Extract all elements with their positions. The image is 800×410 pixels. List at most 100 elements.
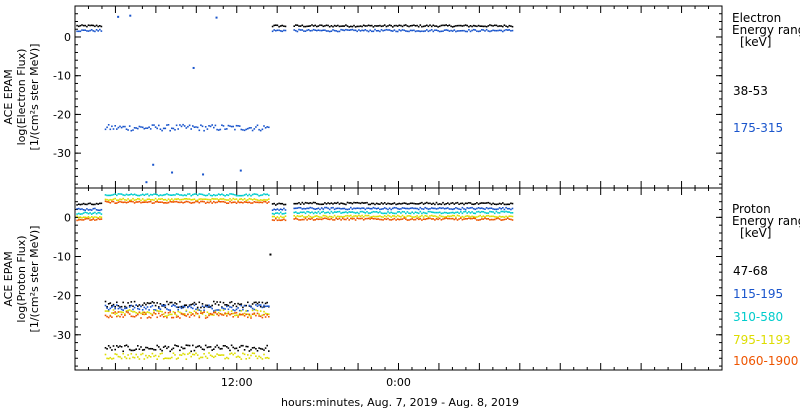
data-point [162,358,165,360]
data-point [86,212,88,214]
data-point [314,215,316,217]
data-point [162,127,165,130]
data-point [198,301,201,304]
data-point [227,124,230,127]
data-point [466,212,468,214]
data-point [90,203,93,206]
data-point [266,356,268,359]
data-point [432,218,435,220]
data-point [414,30,417,33]
legend-entry: 175-315 [733,121,783,135]
data-point [464,208,467,211]
data-point [162,199,165,201]
data-point [256,312,259,315]
data-point [230,199,233,201]
data-point [84,211,86,214]
data-point [209,313,212,316]
data-point [309,25,312,27]
data-point [345,28,347,31]
data-point [409,25,412,27]
data-point [200,124,202,126]
data-point [185,198,188,200]
data-point [388,218,391,221]
data-point [167,198,170,200]
data-point [362,211,365,213]
data-point [371,30,373,33]
data-point [81,217,83,219]
data-point [385,28,388,31]
data-point [489,210,491,213]
data-point [217,304,220,306]
outlier-point [171,171,174,174]
data-point [124,356,126,358]
data-point [303,203,305,205]
data-point [81,219,83,221]
data-point [234,201,236,203]
data-point [392,26,394,28]
data-point [322,25,325,28]
data-point [322,214,325,217]
data-point [472,217,475,219]
data-point [460,217,462,219]
data-point [511,207,514,210]
data-point [484,25,486,28]
data-point [151,301,154,303]
data-point [411,29,413,32]
data-point [379,218,381,221]
data-point [511,212,514,214]
data-point [117,126,120,129]
data-point [371,207,373,210]
data-point [156,200,158,203]
data-point [154,354,157,357]
data-point [120,193,123,195]
data-point [458,215,460,217]
data-point [171,313,173,316]
data-point [153,124,155,126]
data-point [375,211,378,213]
data-point [438,30,441,33]
data-point [354,212,357,214]
data-point [162,202,165,204]
data-point [143,201,146,203]
data-point [196,306,199,309]
data-point [458,203,460,205]
data-point [140,126,142,128]
data-point [390,24,392,27]
data-point [463,24,465,27]
data-point [409,215,412,217]
data-point [195,313,197,315]
data-point [276,29,279,32]
legend-entry: 310-580 [733,310,783,324]
data-point [466,202,468,205]
data-point [463,203,465,206]
data-point [364,208,367,211]
data-point [335,25,337,27]
data-point [206,346,209,349]
data-point [379,30,381,33]
data-point [424,30,426,32]
data-point [510,30,512,32]
data-point [143,302,146,304]
data-point [450,211,452,214]
data-point [264,357,267,359]
data-point [206,304,209,307]
data-point [413,216,415,218]
data-point [182,198,184,201]
data-point [149,347,152,350]
data-point [245,193,247,196]
data-point [409,202,412,205]
data-point [117,305,120,307]
data-point [167,124,170,126]
data-point [430,214,433,217]
data-point [489,202,491,205]
data-point [206,357,209,359]
data-point [492,29,494,32]
data-point [255,314,257,317]
data-point [217,346,220,349]
data-point [345,211,347,213]
data-point [424,218,426,221]
data-point [174,200,176,203]
data-point [350,202,352,204]
data-point [456,214,459,217]
data-point [219,313,222,315]
